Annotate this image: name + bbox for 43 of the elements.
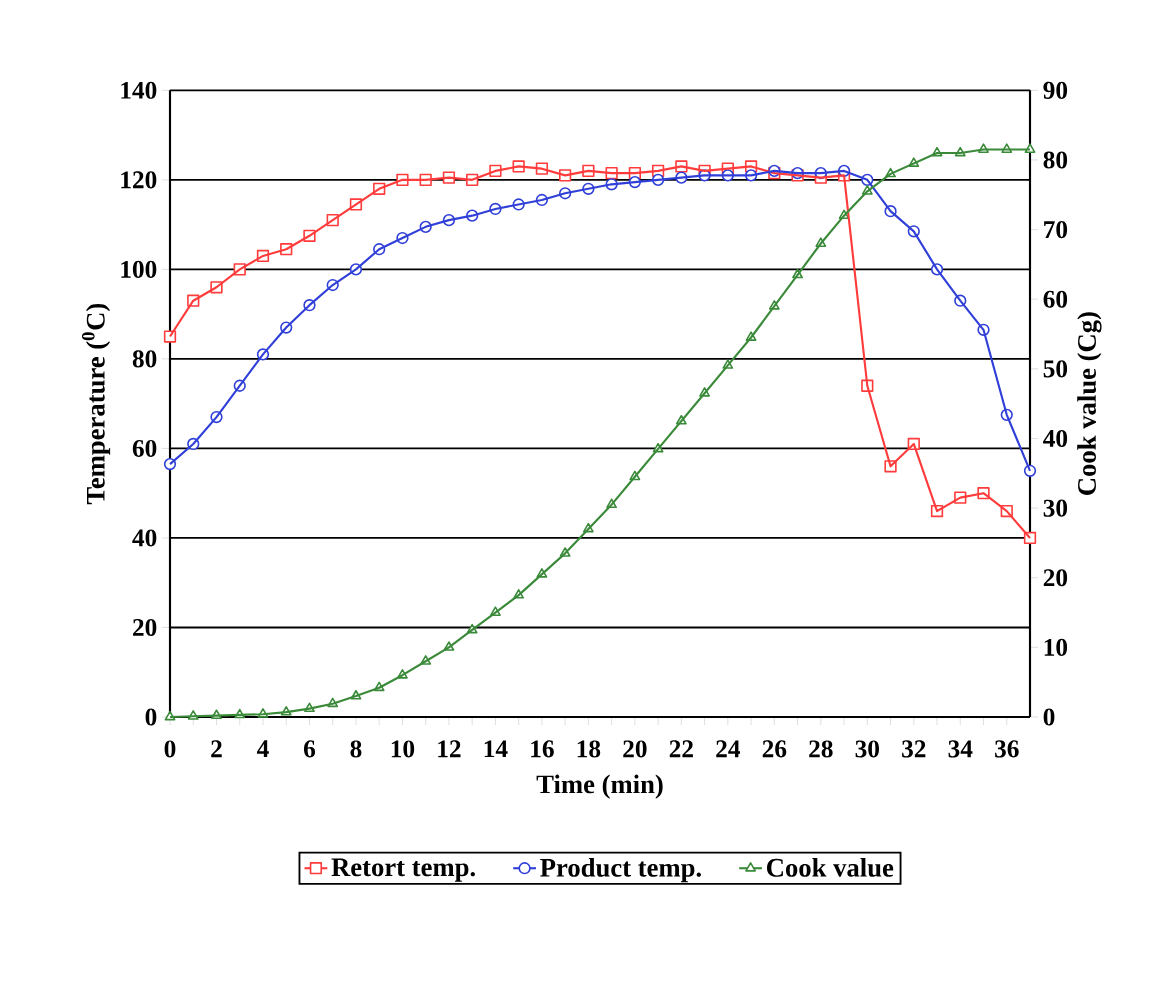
y-tick-label: 20 [133, 618, 157, 637]
y-tick-label: 120 [121, 171, 157, 189]
x-tick-label: 10 [391, 740, 415, 758]
y2-tick-label: 80 [1043, 151, 1068, 169]
x-tick-label: 16 [531, 740, 554, 758]
y-tick-label: 100 [121, 260, 157, 278]
x-tick-label: 36 [995, 740, 1019, 758]
x-tick-label: 8 [350, 740, 362, 758]
legend-label: Cook value [767, 857, 894, 877]
legend-label: Retort temp. [331, 858, 475, 882]
y2-tick-label: 40 [1043, 429, 1068, 448]
x-tick-label: 24 [716, 740, 741, 758]
x-tick-label: 34 [948, 740, 973, 758]
x-tick-label: 12 [438, 740, 461, 758]
legend-label: Product temp. [540, 857, 701, 883]
y2-tick-label: 30 [1043, 499, 1068, 517]
x-tick-label: 28 [809, 740, 833, 758]
y-tick-label: 140 [121, 81, 157, 99]
y-tick-label: 0 [145, 708, 157, 726]
x-tick-label: 30 [855, 740, 879, 758]
y2-tick-label: 10 [1044, 638, 1068, 656]
y2-tick-label: 20 [1043, 569, 1068, 587]
x-tick-label: 32 [902, 740, 926, 758]
y-tick-label: 40 [132, 529, 157, 547]
x-tick-label: 4 [257, 740, 269, 758]
x-tick-label: 20 [623, 740, 647, 758]
x-tick-label: 26 [762, 740, 787, 758]
x-axis-title: Time (min) [536, 774, 663, 799]
y2-tick-label: 70 [1044, 221, 1068, 239]
y-tick-label: 60 [132, 439, 157, 457]
x-tick-label: 0 [164, 740, 176, 758]
y2-tick-label: 60 [1043, 290, 1068, 308]
y2-axis-title: Cook value (Cg) [1077, 312, 1102, 495]
x-tick-label: 6 [303, 740, 316, 758]
y2-tick-label: 0 [1043, 708, 1055, 726]
y2-tick-label: 90 [1043, 81, 1068, 99]
y-tick-label: 80 [132, 350, 157, 368]
y2-tick-label: 50 [1043, 360, 1068, 378]
x-tick-label: 14 [484, 740, 508, 758]
x-tick-label: 22 [669, 740, 693, 758]
y-axis-title: Temperature ($^{0}$C) [82, 303, 111, 505]
x-tick-label: 18 [577, 740, 601, 758]
x-tick-label: 2 [211, 740, 222, 758]
